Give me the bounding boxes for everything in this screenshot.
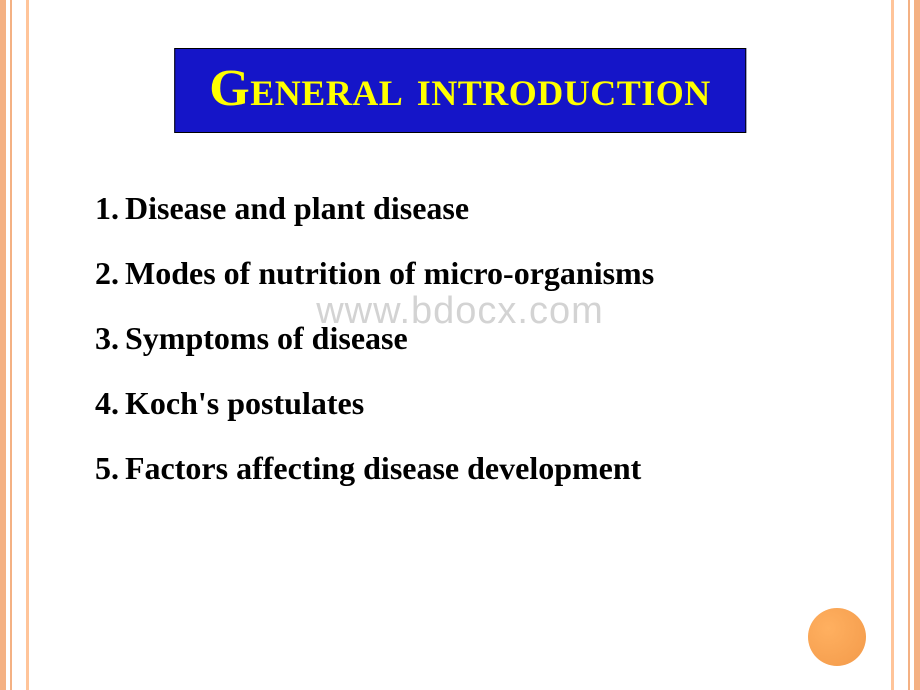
accent-circle-icon [808, 608, 866, 666]
list-item: 4. Koch's postulates [95, 385, 825, 422]
item-number: 1. [95, 190, 125, 227]
left-outer-border [0, 0, 6, 690]
right-outer-border-thin [908, 0, 910, 690]
list-item: 3. Symptoms of disease [95, 320, 825, 357]
right-inner-border [891, 0, 894, 690]
item-text: Symptoms of disease [125, 320, 825, 357]
list-item: 1. Disease and plant disease [95, 190, 825, 227]
item-number: 3. [95, 320, 125, 357]
item-number: 4. [95, 385, 125, 422]
item-text: Modes of nutrition of micro-organisms [125, 255, 825, 292]
left-outer-border-thin [10, 0, 12, 690]
item-text: Disease and plant disease [125, 190, 825, 227]
item-number: 5. [95, 450, 125, 487]
list-item: 5. Factors affecting disease development [95, 450, 825, 487]
list-item: 2. Modes of nutrition of micro-organisms [95, 255, 825, 292]
item-text: Koch's postulates [125, 385, 825, 422]
outline-list: 1. Disease and plant disease 2. Modes of… [95, 190, 825, 515]
left-inner-border [26, 0, 29, 690]
item-number: 2. [95, 255, 125, 292]
item-text: Factors affecting disease development [125, 450, 825, 487]
right-outer-border [914, 0, 920, 690]
title-box: General introduction [174, 48, 746, 133]
slide-title: General introduction [209, 59, 711, 118]
